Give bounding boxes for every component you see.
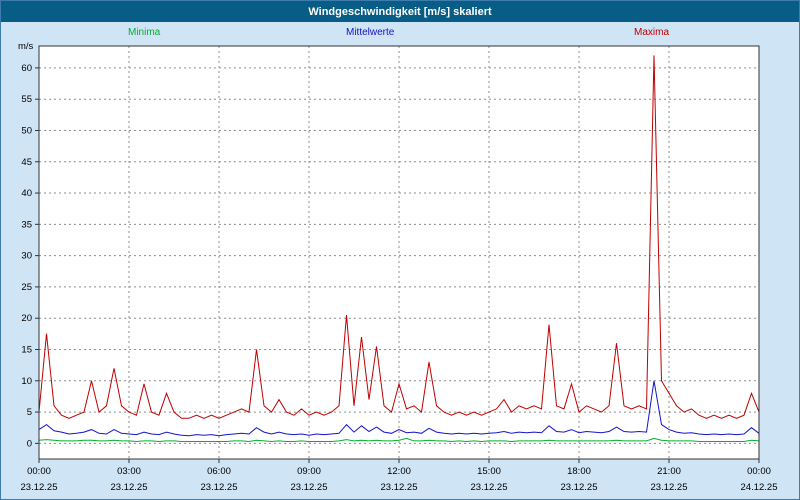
x-date-label: 23.12.25: [381, 482, 418, 493]
window-title-bar: Windgeschwindigkeit [m/s] skaliert: [1, 1, 799, 22]
y-tick-label: 25: [21, 282, 32, 293]
x-time-label: 09:00: [297, 466, 321, 477]
y-axis-unit-label: m/s: [18, 41, 34, 52]
window-title: Windgeschwindigkeit [m/s] skaliert: [308, 5, 492, 18]
x-date-label: 23.12.25: [651, 482, 688, 493]
series-line-maxima: [38, 55, 760, 419]
x-date-label: 23.12.25: [21, 482, 58, 493]
y-tick-label: 30: [21, 251, 32, 262]
x-time-label: 12:00: [387, 466, 411, 477]
x-time-label: 00:00: [27, 466, 51, 477]
legend-maxima: Maxima: [634, 27, 670, 38]
y-tick-label: 10: [21, 376, 32, 387]
x-date-label: 23.12.25: [201, 482, 238, 493]
y-tick-label: 45: [21, 157, 32, 168]
x-time-label: 21:00: [657, 466, 681, 477]
y-tick-label: 50: [21, 125, 32, 136]
plot-border: [38, 45, 760, 460]
series-line-mittelwerte: [38, 380, 760, 437]
y-tick-label: 0: [27, 438, 32, 449]
y-tick-label: 55: [21, 94, 32, 105]
y-tick-label: 60: [21, 63, 32, 74]
y-tick-label: 5: [27, 407, 32, 418]
x-time-label: 06:00: [207, 466, 231, 477]
y-tick-label: 20: [21, 313, 32, 324]
x-time-label: 00:00: [747, 466, 771, 477]
x-date-label: 23.12.25: [471, 482, 508, 493]
x-time-label: 18:00: [567, 466, 591, 477]
y-tick-label: 40: [21, 188, 32, 199]
legend-minima: Minima: [128, 27, 161, 38]
y-tick-label: 15: [21, 344, 32, 355]
series-line-minima: [38, 437, 760, 443]
x-time-label: 03:00: [117, 466, 141, 477]
y-tick-label: 35: [21, 219, 32, 230]
x-date-label: 23.12.25: [291, 482, 328, 493]
x-date-label: 23.12.25: [561, 482, 598, 493]
x-time-label: 15:00: [477, 466, 501, 477]
x-date-label: 23.12.25: [111, 482, 148, 493]
x-date-label: 24.12.25: [741, 482, 778, 493]
legend-mittelwerte: Mittelwerte: [346, 27, 395, 38]
